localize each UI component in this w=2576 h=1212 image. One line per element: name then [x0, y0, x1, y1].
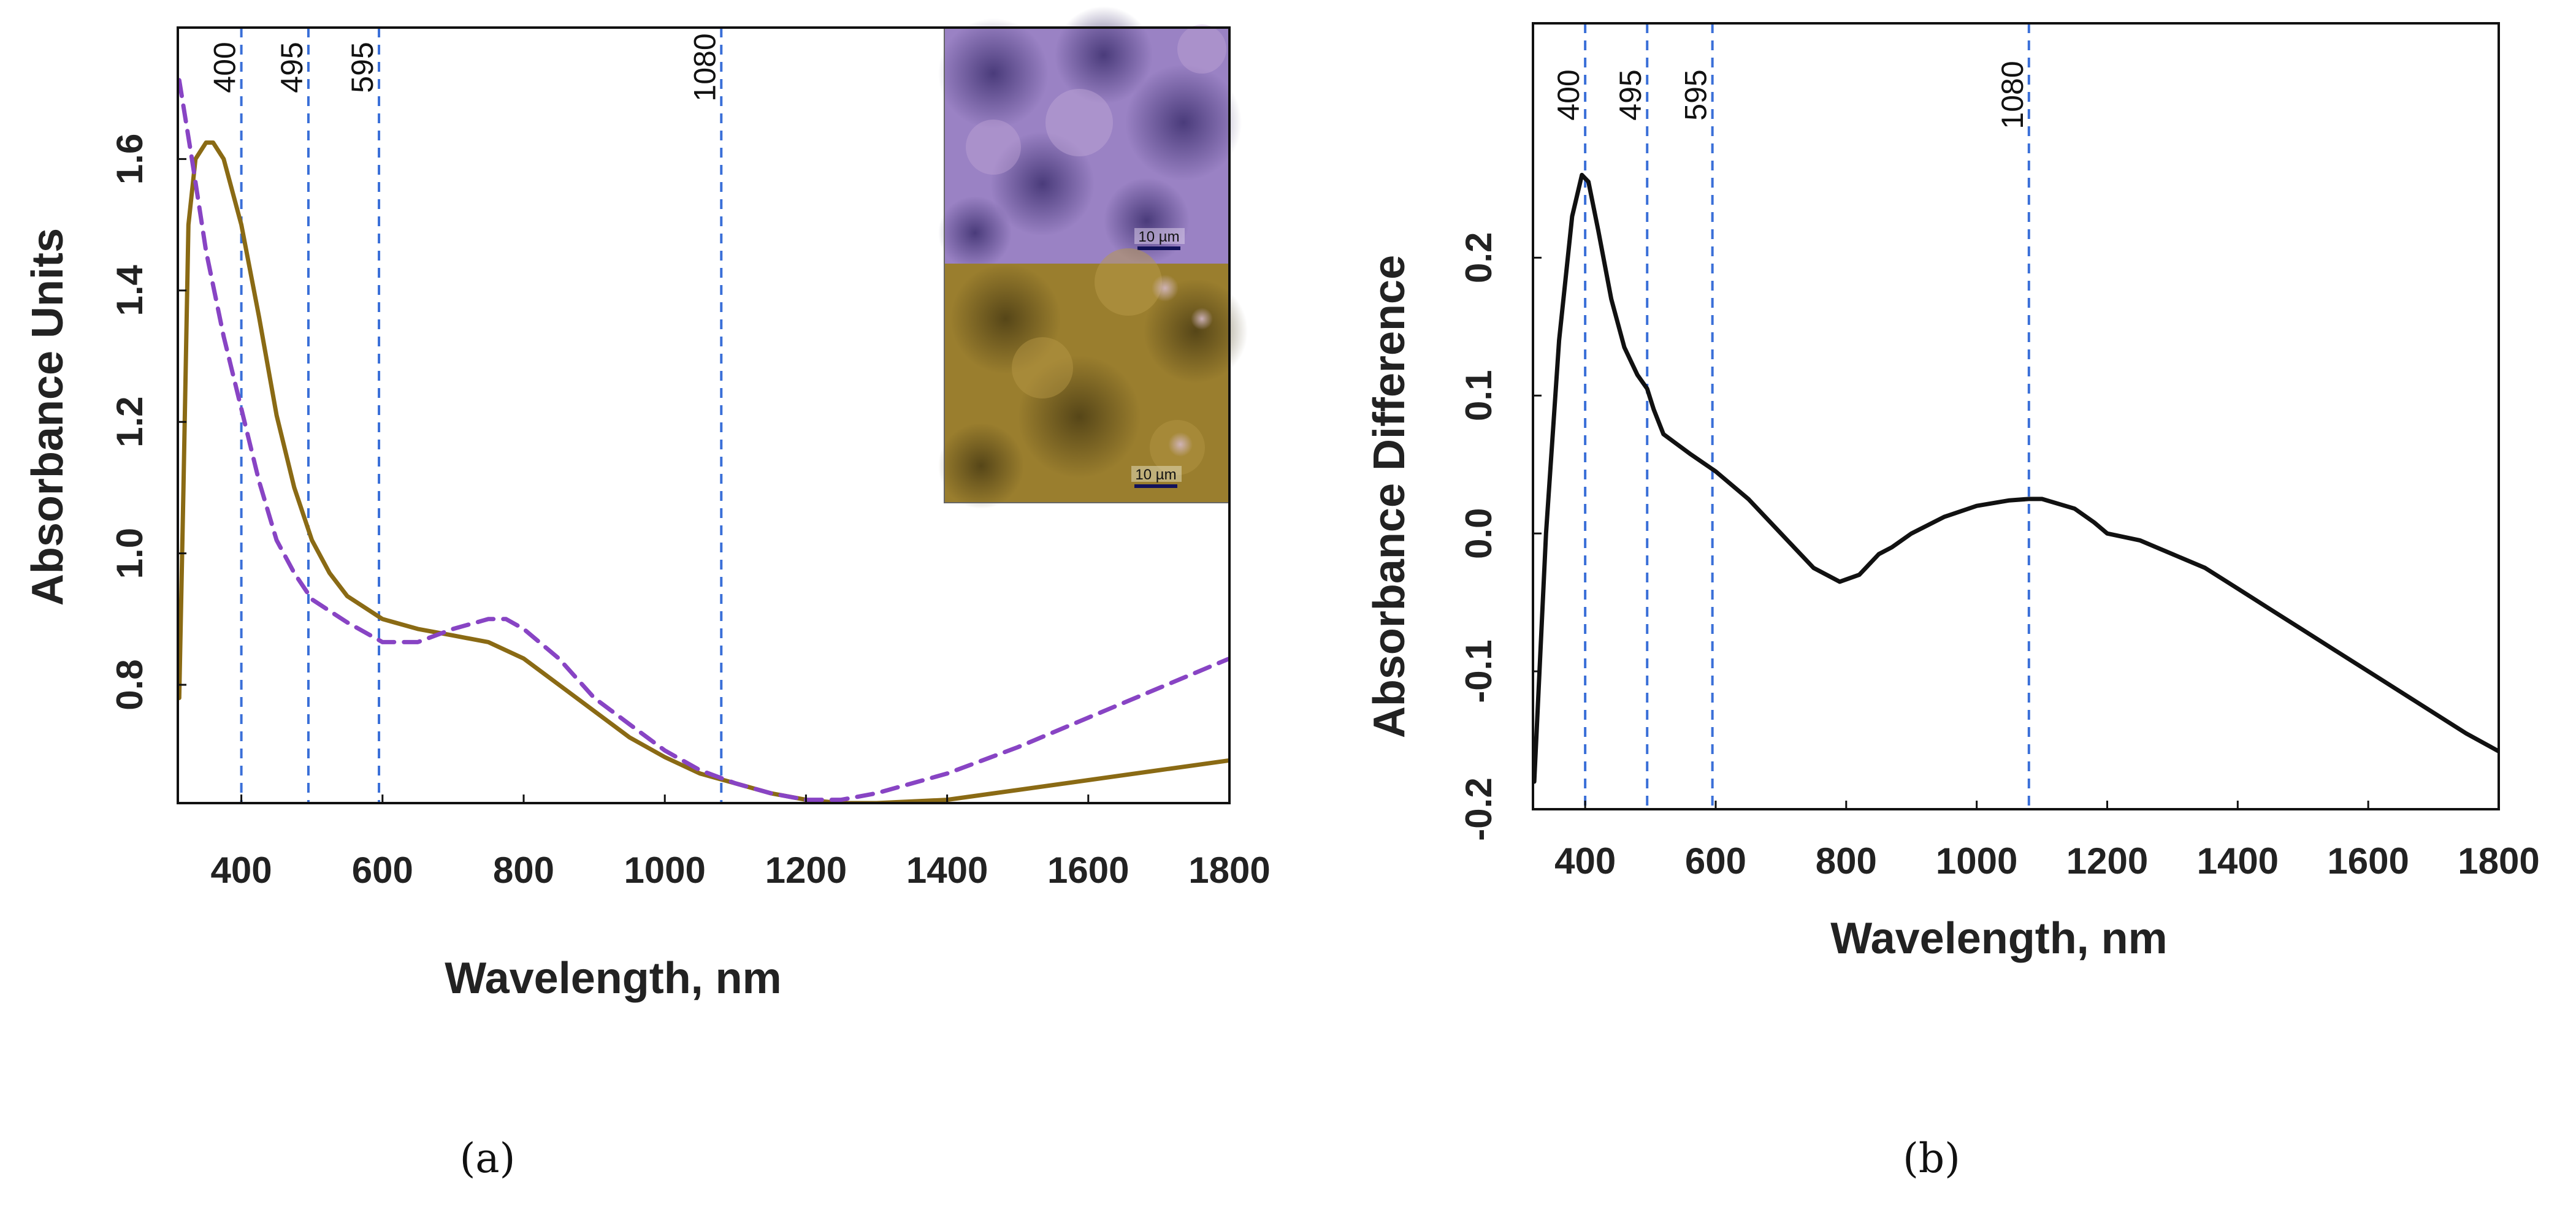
series-line-difference	[1533, 172, 2499, 784]
plot-frame-a	[177, 26, 1231, 804]
x-tick-label: 1400	[906, 850, 988, 891]
axis-ticks-b: 400 600 800 1000 1200 1400 1600 1800 -0.2 -0.1 0.0…	[1458, 232, 2540, 882]
reference-line-label-595: 595	[345, 42, 380, 93]
y-tick-label: 0.8	[109, 659, 150, 710]
x-tick-label: 800	[493, 850, 554, 891]
scale-bar-label-bottom: 10 µm	[1135, 467, 1176, 483]
inset-micrographs: 10 µm 10 µm	[938, 6, 1248, 509]
y-tick-label: 1.4	[109, 264, 150, 316]
x-tick-label: 800	[1816, 840, 1877, 882]
reference-line-label-400: 400	[208, 42, 242, 93]
series-group-b	[1533, 172, 2499, 784]
y-tick-label: 0.2	[1458, 232, 1499, 283]
micrograph-gold: 10 µm	[938, 248, 1248, 509]
panel-label-a: (a)	[460, 1135, 516, 1182]
reference-line-group-a: 400 495 595 1080	[208, 28, 723, 803]
scale-bar-label-top: 10 µm	[1138, 229, 1179, 245]
x-tick-label: 1600	[1047, 850, 1129, 891]
y-axis-title-b: Absorbance Difference	[1365, 255, 1414, 738]
x-tick-label: 1200	[765, 850, 847, 891]
chart-panel-b: 400 495 595 1080 400 600 800 1000 1200 1400 1600 1…	[1365, 22, 2540, 1182]
y-tick-label: 1.6	[109, 134, 150, 185]
x-tick-label: 400	[211, 850, 272, 891]
axis-ticks-a: 400 600 800 1000 1200 1400 1600 1800 0.8 1.0 1.2 1.…	[109, 134, 1271, 891]
chart-panel-a: 400 495 595 1080 10 µm	[23, 6, 1271, 1182]
x-tick-label: 600	[352, 850, 413, 891]
x-axis-title-a: Wavelength, nm	[445, 954, 781, 1003]
y-tick-label: 1.2	[109, 397, 150, 448]
x-tick-label: 400	[1554, 840, 1616, 882]
x-tick-label: 1000	[1936, 840, 2017, 882]
reference-line-label-400: 400	[1551, 69, 1586, 120]
y-tick-label: -0.1	[1458, 639, 1499, 703]
reference-line-label-595: 595	[1679, 69, 1713, 120]
y-tick-label: -0.2	[1458, 777, 1499, 840]
y-tick-label: 1.0	[109, 528, 150, 579]
series-line-solid	[178, 140, 1229, 803]
reference-line-label-495: 495	[1613, 69, 1648, 120]
x-tick-label: 1600	[2327, 840, 2409, 882]
reference-line-label-495: 495	[275, 42, 309, 93]
y-axis-title-a: Absorbance Units	[23, 228, 72, 606]
reference-line-group-b: 400 495 595 1080	[1551, 23, 2030, 809]
x-axis-title-b: Wavelength, nm	[1830, 914, 2167, 963]
x-tick-label: 600	[1685, 840, 1746, 882]
y-tick-label: 0.0	[1458, 508, 1499, 558]
x-tick-label: 1400	[2197, 840, 2279, 882]
x-tick-label: 1200	[2066, 840, 2148, 882]
reference-line-label-1080: 1080	[1995, 61, 2030, 129]
y-tick-label: 0.1	[1458, 370, 1499, 421]
panel-label-b: (b)	[1903, 1135, 1960, 1182]
reference-line-label-1080: 1080	[687, 33, 722, 101]
micrograph-purple: 10 µm	[938, 6, 1242, 270]
x-tick-label: 1800	[1188, 850, 1270, 891]
plot-frame-b	[1532, 22, 2500, 810]
series-group-a	[178, 78, 1229, 803]
x-tick-label: 1000	[624, 850, 705, 891]
x-tick-label: 1800	[2458, 840, 2539, 882]
